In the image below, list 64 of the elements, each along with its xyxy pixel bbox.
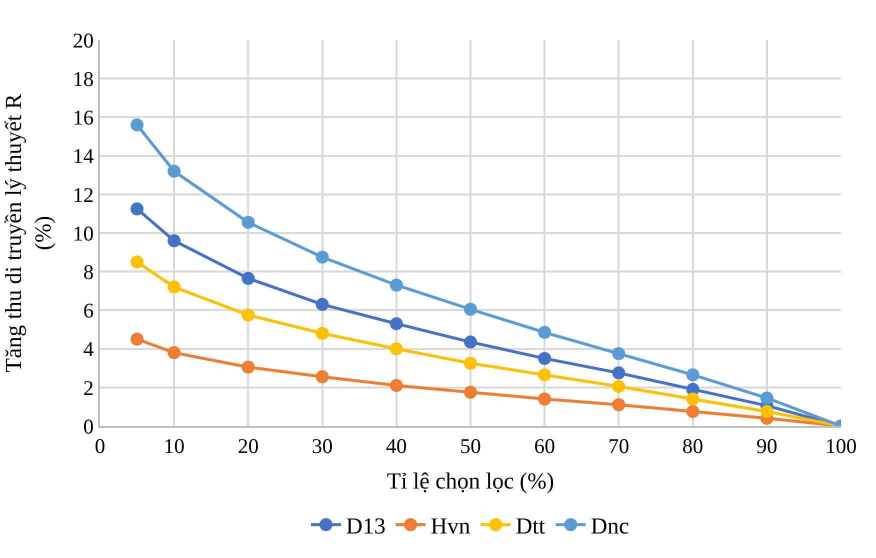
x-tick-label: 30 (312, 434, 333, 458)
point (390, 278, 403, 292)
y-tick-label: 6 (83, 298, 94, 323)
x-tick-label: 60 (534, 434, 556, 458)
point (168, 280, 181, 294)
point (390, 342, 403, 356)
point (316, 250, 329, 264)
point (168, 164, 181, 178)
point (464, 302, 477, 316)
x-tick-label: 40 (386, 434, 407, 458)
point (316, 370, 329, 384)
point (612, 347, 626, 360)
point (686, 368, 700, 382)
point (242, 360, 255, 374)
point (390, 378, 403, 392)
point (538, 352, 552, 365)
point (538, 392, 552, 406)
legend-label: D13 (346, 514, 386, 539)
y-tick-label: 2 (83, 376, 94, 400)
x-tick-label: 50 (460, 434, 481, 458)
x-axis-title: Tỉ lệ chọn lọc (%) (386, 468, 554, 494)
x-tick-label: 90 (756, 434, 778, 458)
legend-label: Hvn (430, 514, 471, 539)
point (130, 255, 144, 268)
x-tick-label: 20 (238, 434, 259, 458)
y-tick-label: 8 (83, 260, 94, 284)
point (464, 336, 477, 349)
point (686, 405, 700, 418)
x-tick-label: 10 (164, 434, 185, 458)
point (168, 234, 181, 248)
point (760, 392, 774, 405)
point (316, 298, 329, 311)
point (168, 346, 181, 360)
y-tick-label: 12 (72, 182, 94, 207)
point (390, 317, 403, 330)
y-tick-label: 0 (83, 414, 94, 438)
legend-label: Dnc (590, 514, 630, 539)
y-tick-label: 10 (72, 221, 94, 246)
point (316, 326, 329, 340)
point (242, 308, 255, 322)
point (538, 326, 552, 339)
y-tick-label: 4 (83, 337, 94, 362)
y-tick-label: 20 (72, 28, 94, 52)
point (464, 356, 477, 370)
point (612, 366, 626, 380)
point (130, 332, 144, 346)
point (242, 216, 255, 229)
y-tick-label: 18 (72, 66, 94, 91)
legend-label: Dtt (516, 514, 546, 539)
point (242, 272, 255, 285)
point (612, 398, 626, 412)
point (130, 118, 144, 132)
point (130, 202, 144, 216)
x-tick-label: 70 (608, 434, 630, 458)
point (464, 386, 477, 399)
y-tick-label: 14 (72, 144, 94, 168)
point (538, 368, 552, 382)
point (686, 392, 700, 406)
point (612, 380, 626, 393)
point (760, 405, 774, 418)
x-tick-label: 80 (682, 434, 704, 458)
x-tick-label: 100 (825, 434, 857, 458)
y-axis-title: Tăng thu di truyền lý thuyết R (%) (0, 93, 56, 372)
y-tick-label: 16 (72, 106, 94, 130)
